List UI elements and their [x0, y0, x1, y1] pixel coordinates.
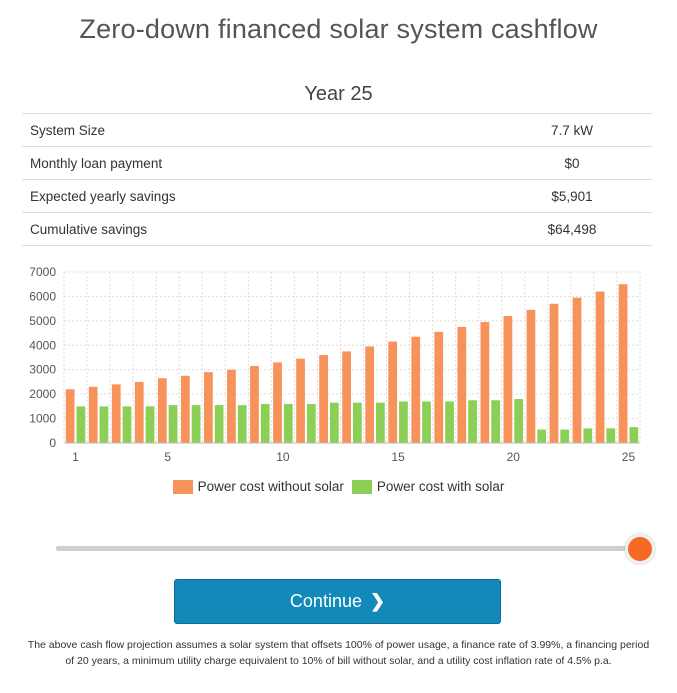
bar-with-solar	[168, 405, 178, 443]
stat-row-system-size: System Size 7.7 kW	[22, 114, 652, 147]
y-tick-label: 1000	[29, 412, 56, 426]
bar-without-solar	[88, 386, 98, 443]
bar-without-solar	[180, 375, 190, 443]
bar-with-solar	[445, 401, 454, 443]
x-tick-label: 15	[391, 450, 405, 464]
bar-without-solar	[411, 336, 421, 443]
bar-without-solar	[250, 366, 259, 443]
assumptions-footnote: The above cash flow projection assumes a…	[27, 639, 650, 667]
bar-without-solar	[457, 326, 467, 443]
bar-without-solar	[111, 384, 121, 443]
bar-without-solar	[65, 389, 75, 443]
continue-label: Continue	[289, 591, 362, 611]
stat-label: Expected yearly savings	[30, 188, 176, 204]
stat-row-cumulative-savings: Cumulative savings $64,498	[22, 213, 652, 246]
bar-with-solar	[237, 405, 247, 443]
stat-value: $64,498	[547, 221, 597, 237]
bar-without-solar	[319, 355, 328, 443]
bar-with-solar	[606, 428, 616, 443]
stat-label: Monthly loan payment	[30, 155, 163, 171]
bar-with-solar	[329, 402, 339, 443]
legend-label: Power cost without solar	[197, 479, 344, 494]
bar-with-solar	[560, 429, 570, 443]
bar-with-solar	[491, 400, 500, 443]
bar-without-solar	[342, 351, 351, 443]
bar-with-solar	[306, 403, 316, 443]
bar-without-solar	[526, 309, 536, 443]
bar-without-solar	[365, 346, 375, 443]
y-tick-label: 2000	[29, 387, 56, 401]
x-tick-label: 1	[72, 450, 79, 464]
bar-without-solar	[134, 381, 144, 443]
slider-handle[interactable]	[625, 534, 655, 564]
page-title: Zero-down financed solar system cashflow	[79, 14, 598, 44]
bar-without-solar	[503, 315, 513, 443]
x-tick-label: 25	[622, 450, 636, 464]
bar-without-solar	[204, 372, 213, 443]
bar-with-solar	[283, 403, 293, 443]
bar-without-solar	[480, 322, 490, 443]
stat-row-monthly-loan: Monthly loan payment $0	[22, 147, 652, 180]
bar-without-solar	[273, 362, 282, 443]
stat-value: $5,901	[551, 188, 593, 204]
bar-with-solar	[376, 402, 385, 443]
legend-swatch-green	[351, 479, 372, 494]
x-tick-label: 5	[164, 450, 171, 464]
y-tick-label: 5000	[29, 314, 56, 328]
bar-with-solar	[122, 406, 132, 443]
bar-with-solar	[260, 403, 270, 443]
chart-legend: Power cost without solar Power cost with…	[0, 479, 677, 494]
stat-label: Cumulative savings	[30, 221, 148, 237]
bar-with-solar	[191, 405, 201, 443]
cashflow-chart: 0 1000 2000 3000 4000 5000 6000 7000 1 5 10 15 20 25	[0, 258, 677, 503]
bar-with-solar	[583, 428, 593, 443]
legend-item-without-solar[interactable]: Power cost without solar	[172, 479, 344, 494]
x-tick-label: 20	[507, 450, 521, 464]
bar-with-solar	[99, 406, 109, 443]
x-tick-label: 10	[276, 450, 290, 464]
y-tick-label: 7000	[29, 265, 56, 279]
bar-without-solar	[572, 297, 582, 443]
legend-label: Power cost with solar	[376, 479, 505, 494]
stats-table: System Size 7.7 kW Monthly loan payment …	[22, 113, 652, 246]
bar-with-solar	[422, 401, 431, 443]
bar-with-solar	[76, 406, 86, 443]
bar-without-solar	[595, 291, 605, 443]
stat-row-yearly-savings: Expected yearly savings $5,901	[22, 180, 652, 213]
y-tick-label: 6000	[29, 289, 56, 303]
bar-without-solar	[227, 369, 236, 443]
bar-without-solar	[618, 284, 628, 443]
bar-with-solar	[468, 400, 477, 443]
bar-with-solar	[537, 429, 547, 443]
y-tick-label: 0	[49, 436, 56, 450]
year-slider[interactable]	[52, 532, 655, 564]
y-tick-label: 3000	[29, 363, 56, 377]
slider-fill	[56, 546, 640, 551]
year-label: Year 25	[304, 83, 373, 105]
stat-value: $0	[564, 155, 580, 171]
bar-without-solar	[157, 378, 167, 443]
continue-button[interactable]: Continue ❯	[174, 579, 501, 624]
bar-with-solar	[514, 399, 524, 443]
bar-with-solar	[629, 427, 639, 443]
bar-without-solar	[296, 358, 305, 443]
bar-with-solar	[399, 401, 408, 443]
bar-without-solar	[549, 303, 559, 443]
stat-value: 7.7 kW	[550, 122, 593, 138]
bar-without-solar	[434, 331, 444, 443]
legend-item-with-solar[interactable]: Power cost with solar	[351, 479, 505, 494]
bar-with-solar	[353, 402, 362, 443]
stat-label: System Size	[30, 122, 106, 138]
y-tick-label: 4000	[29, 338, 56, 352]
legend-swatch-orange	[172, 479, 193, 494]
bar-with-solar	[145, 406, 155, 443]
bar-with-solar	[214, 405, 224, 443]
chevron-right-icon: ❯	[369, 591, 386, 611]
bar-without-solar	[388, 341, 398, 443]
